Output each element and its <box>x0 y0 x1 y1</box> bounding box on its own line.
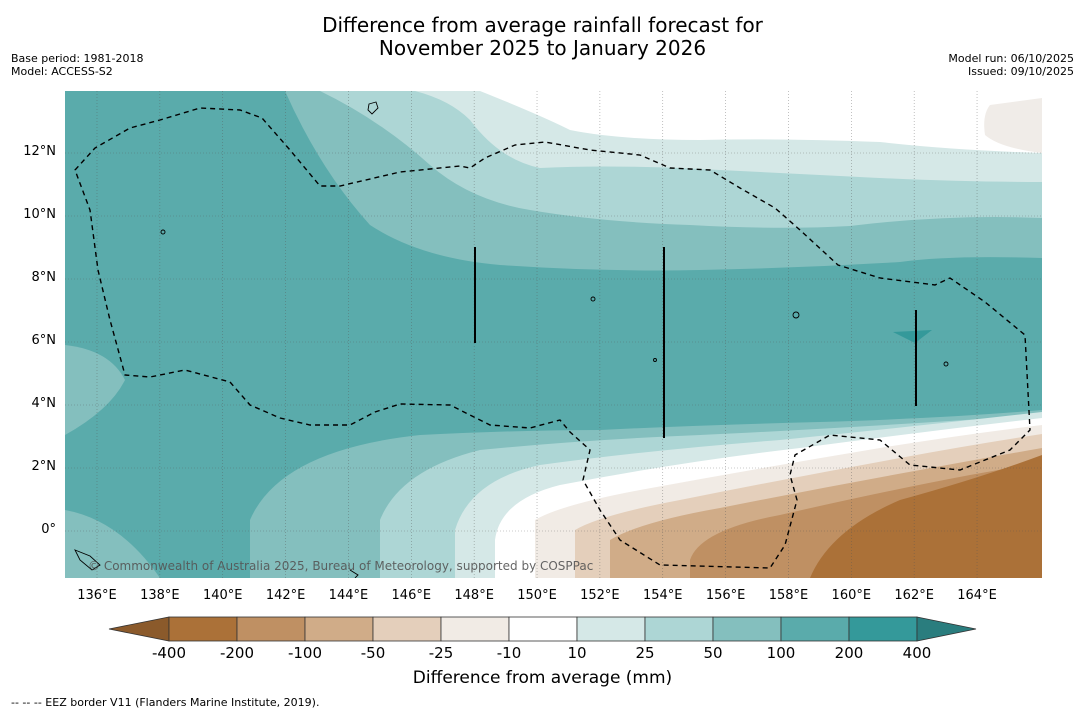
x-tick-label: 144°E <box>328 588 369 603</box>
model-run-text: Model run: 06/10/2025 <box>948 52 1074 65</box>
title-line-1: Difference from average rainfall forecas… <box>322 13 763 37</box>
colorbar <box>108 616 977 642</box>
colorbar-swatch <box>372 616 442 642</box>
island-outline <box>590 296 596 302</box>
x-tick-label: 140°E <box>202 588 243 603</box>
x-tick-label: 142°E <box>265 588 306 603</box>
colorbar-title: Difference from average (mm) <box>412 668 673 688</box>
island-outline <box>160 229 166 235</box>
x-tick-label: 148°E <box>454 588 494 603</box>
colorbar-swatch <box>440 616 510 642</box>
y-tick-label: 4°N <box>31 396 57 411</box>
x-tick-label: 146°E <box>391 588 432 603</box>
colorbar-tick-label: -50 <box>360 644 386 662</box>
band-400-patch <box>893 330 932 343</box>
issued-text: Issued: 09/10/2025 <box>967 65 1074 78</box>
y-tick-label: 12°N <box>23 144 56 159</box>
x-tick-label: 138°E <box>140 588 180 603</box>
map-plot-area <box>65 91 1042 578</box>
x-tick-label: 162°E <box>894 588 934 603</box>
x-tick-label: 136°E <box>77 588 117 603</box>
island-outline <box>653 358 657 362</box>
colorbar-tick-label: -10 <box>496 644 522 662</box>
x-tick-label: 150°E <box>517 588 557 603</box>
eez-footnote: -- -- -- EEZ border V11 (Flanders Marine… <box>11 696 320 709</box>
land-northeast <box>984 98 1042 153</box>
colorbar-swatch <box>644 616 714 642</box>
meta-right: Model run: 06/10/2025 Issued: 09/10/2025 <box>948 52 1074 78</box>
colorbar-arrow-low <box>108 616 170 642</box>
island-outline <box>74 549 101 571</box>
colorbar-tick-label: 10 <box>567 644 587 662</box>
island-outline <box>349 569 359 578</box>
x-tick-label: 152°E <box>580 588 620 603</box>
y-tick-label: 2°N <box>31 459 57 474</box>
colorbar-arrow-high <box>916 616 977 642</box>
colorbar-tick-label: 100 <box>766 644 796 662</box>
x-tick-label: 156°E <box>705 588 746 603</box>
colorbar-swatch <box>848 616 918 642</box>
base-period-text: Base period: 1981-2018 <box>11 52 144 65</box>
colorbar-swatch <box>304 616 374 642</box>
colorbar-swatch <box>780 616 850 642</box>
colorbar-tick-label: 50 <box>703 644 723 662</box>
model-text: Model: ACCESS-S2 <box>11 65 113 78</box>
colorbar-tick-label: -400 <box>151 644 187 662</box>
colorbar-swatch <box>508 616 578 642</box>
x-tick-label: 164°E <box>957 588 997 603</box>
band-100-southwest <box>65 510 160 578</box>
y-tick-label: 8°N <box>31 270 57 285</box>
colorbar-swatch <box>168 616 238 642</box>
y-tick-label: 0° <box>41 522 56 537</box>
x-tick-label: 154°E <box>642 588 683 603</box>
copyright-text: © Commonwealth of Australia 2025, Bureau… <box>88 559 594 573</box>
colorbar-tick-label: -100 <box>287 644 323 662</box>
colorbar-tick-label: 400 <box>902 644 932 662</box>
meta-left: Base period: 1981-2018 Model: ACCESS-S2 <box>11 52 143 78</box>
title-line-2: November 2025 to January 2026 <box>378 36 707 60</box>
colorbar-tick-label: 200 <box>834 644 864 662</box>
colorbar-swatch <box>712 616 782 642</box>
x-tick-label: 160°E <box>831 588 872 603</box>
islands <box>74 101 949 578</box>
colorbar-tick-label: -25 <box>428 644 454 662</box>
colorbar-tick-label: 25 <box>635 644 655 662</box>
map-title: Difference from average rainfall forecas… <box>0 14 1085 60</box>
colorbar-swatch <box>236 616 306 642</box>
colorbar-swatch <box>576 616 646 642</box>
island-outline <box>367 101 379 115</box>
band-100-west <box>65 345 125 435</box>
x-tick-label: 158°E <box>768 588 809 603</box>
gridlines <box>65 91 1042 578</box>
island-outline <box>943 361 949 367</box>
island-outline <box>792 311 800 319</box>
eez-border <box>74 107 1031 569</box>
band-neg200 <box>810 455 1042 578</box>
band-10-north <box>480 91 1042 153</box>
y-tick-label: 10°N <box>23 207 56 222</box>
y-tick-label: 6°N <box>31 333 57 348</box>
colorbar-tick-label: -200 <box>219 644 255 662</box>
